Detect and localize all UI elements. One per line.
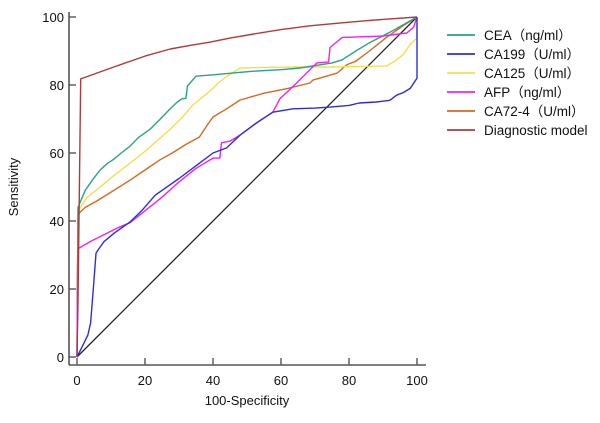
y-tick-label: 60 [50, 146, 64, 161]
y-tick-label: 100 [42, 10, 64, 25]
y-tick-label: 40 [50, 214, 64, 229]
legend-item: Diagnostic model [447, 123, 588, 138]
x-axis-title: 100-Specificity [205, 393, 290, 408]
reference-diagonal-line [76, 16, 418, 358]
axes: 0 20 40 60 80 100 0 20 40 60 80 100 Sensitivity 10… [6, 10, 428, 408]
legend-label: Diagnostic model [484, 123, 588, 138]
y-ticks: 0 20 40 60 80 100 [42, 10, 76, 365]
x-tick-label: 0 [73, 373, 80, 388]
series-line-0 [76, 16, 418, 358]
series-line-1 [76, 17, 418, 358]
y-tick-label: 80 [50, 78, 64, 93]
legend-label: CA125（U/ml） [484, 66, 580, 81]
x-tick-label: 40 [206, 373, 220, 388]
legend-item: CA72-4（U/ml） [447, 104, 585, 119]
y-axis-title: Sensitivity [6, 157, 21, 216]
plot-area [76, 16, 418, 358]
legend-item: AFP（ng/ml） [447, 85, 570, 100]
series-line-4 [76, 16, 418, 358]
x-tick-label: 20 [138, 373, 152, 388]
legend-item: CEA（ng/ml） [447, 28, 572, 43]
legend-label: CA199（U/ml） [484, 47, 580, 62]
legend-item: CA199（U/ml） [447, 47, 580, 62]
y-tick-label: 20 [50, 282, 64, 297]
x-tick-label: 80 [342, 373, 356, 388]
series-line-5 [76, 16, 418, 358]
x-ticks: 0 20 40 60 80 100 [73, 358, 428, 388]
y-tick-label: 0 [57, 350, 64, 365]
x-tick-label: 100 [406, 373, 428, 388]
series-line-2 [76, 17, 418, 358]
x-tick-label: 60 [274, 373, 288, 388]
legend-item: CA125（U/ml） [447, 66, 580, 81]
legend: CEA（ng/ml） CA199（U/ml） CA125（U/ml） AFP（ng/m… [447, 28, 588, 138]
legend-label: CA72-4（U/ml） [484, 104, 585, 119]
legend-label: CEA（ng/ml） [484, 28, 572, 43]
legend-label: AFP（ng/ml） [484, 85, 570, 100]
